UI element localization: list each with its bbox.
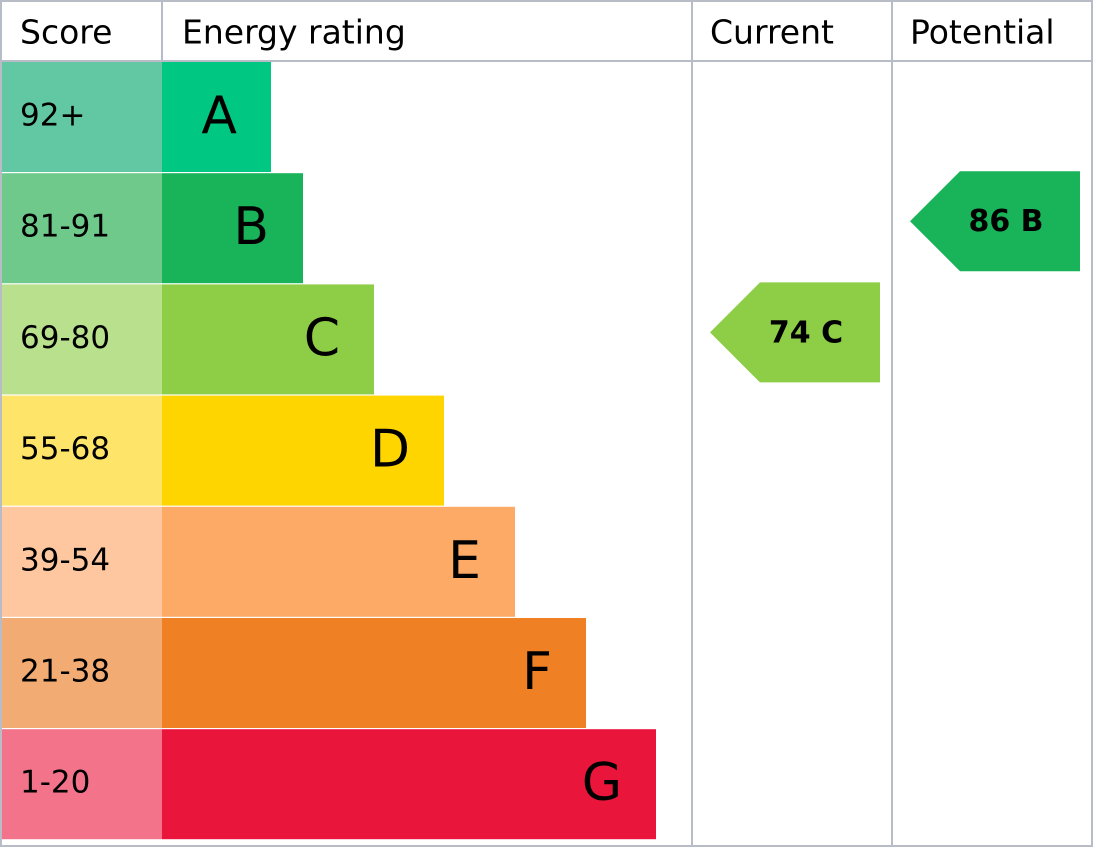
score-range: 81-91 <box>20 209 110 245</box>
score-cell <box>1 284 162 395</box>
current-label: 74 C <box>769 315 843 350</box>
rating-bar <box>162 173 303 284</box>
score-range: 39-54 <box>20 542 110 578</box>
rating-letter: C <box>304 308 340 368</box>
potential-rating: B <box>1021 204 1044 239</box>
current-arrow <box>710 282 880 383</box>
header-rating: Energy rating <box>182 13 406 52</box>
rating-letter: G <box>582 753 622 813</box>
score-range: 69-80 <box>20 320 110 356</box>
potential-label: 86 B <box>968 204 1043 239</box>
rating-letter: B <box>233 197 269 257</box>
rating-letter: D <box>370 420 410 480</box>
rating-letter: E <box>448 531 481 591</box>
rating-letter: A <box>201 86 237 146</box>
score-cell <box>1 506 162 617</box>
score-cell <box>1 618 162 728</box>
rating-bar <box>162 395 444 506</box>
header-current: Current <box>710 13 834 52</box>
rating-bar <box>162 284 374 395</box>
rating-bar <box>162 618 586 728</box>
rating-bar <box>162 729 656 840</box>
score-range: 55-68 <box>20 431 110 467</box>
score-cell <box>1 173 162 284</box>
current-score: 74 <box>769 315 811 350</box>
potential-score: 86 <box>968 204 1010 239</box>
potential-arrow <box>910 171 1080 272</box>
score-range: 21-38 <box>20 654 110 690</box>
rating-bar <box>162 506 515 617</box>
score-cell <box>1 62 162 172</box>
header-potential: Potential <box>910 13 1055 52</box>
score-range: 1-20 <box>20 765 90 801</box>
rating-letter: F <box>522 642 552 702</box>
current-rating: C <box>821 315 843 350</box>
score-cell <box>1 729 162 840</box>
score-range: 92+ <box>20 98 85 134</box>
score-cell <box>1 395 162 506</box>
header-score: Score <box>20 13 112 52</box>
rating-bar <box>162 62 271 172</box>
